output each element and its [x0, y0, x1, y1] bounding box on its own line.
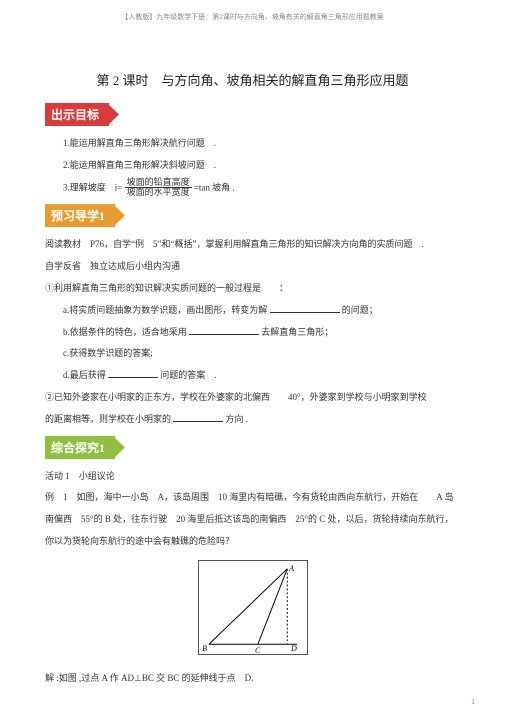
preview-item-c: c.获得数学识题的答案;	[63, 344, 460, 364]
explore-tab: 综合探究1	[45, 436, 115, 459]
blank-a	[270, 303, 340, 313]
explore-tab-label: 综合探究1	[51, 441, 105, 455]
explore-p1: 例 1 如图，海中一小岛 A，该岛周围 10 海里内有暗礁，今有货轮由西向东航行…	[45, 488, 460, 508]
pb-pre: b.依据条件的特色，适合地采用	[63, 327, 187, 337]
explore-p2: 南偏西 55°的 B 处，往东行驶 20 海里后抵达该岛的南偏西 25°的 C …	[45, 510, 460, 530]
pd-post: 问题的答案 .	[160, 370, 216, 380]
preview-item-d: d.最后获得 问题的答案 .	[63, 366, 460, 386]
goal-tab-label: 出示目标	[51, 108, 99, 122]
solution-line: 解 :如图 ,过点 A 作 AD⊥BC 交 BC 的延伸线于点 D.	[45, 669, 460, 689]
slope-fraction: 坡面的铅直高度 坡面的水平宽度	[125, 178, 192, 199]
goal3-prefix: 3.理解坡度 i=	[63, 182, 122, 192]
goal-item-1: 1.能运用解直角三角形解决航行问题 .	[63, 134, 460, 154]
preview-tab: 预习导学1	[45, 204, 115, 227]
pb-post: 去解直角三角形；	[261, 327, 333, 337]
preview-p4b: 的距离相等，则学校在小明家的	[45, 414, 171, 424]
goal3-suffix: =tan 坡角 .	[194, 182, 235, 192]
preview-p2: 自学反省 独立达成后小组内沟通	[45, 257, 460, 277]
svg-text:D: D	[290, 644, 297, 653]
blank-direction	[173, 412, 223, 422]
preview-p3: ①利用解直角三角形的知识解决实质问题的一般过程是 ：	[45, 279, 460, 299]
triangle-figure: A B C D	[45, 560, 460, 657]
preview-p4a: ②已知外婆家在小明家的正东方，学校在外婆家的北偏西 40°，外婆家到学校与小明家…	[45, 388, 460, 408]
svg-text:B: B	[202, 644, 207, 653]
explore-p3: 你以为货轮向东航行的途中会有触礁的危险吗？	[45, 532, 460, 552]
preview-item-a: a.将实质问题抽象为数学识题，画出图形，转变为解 的问题；	[63, 301, 460, 321]
svg-text:A: A	[288, 564, 294, 573]
pd-pre: d.最后获得	[63, 370, 106, 380]
fraction-denominator: 坡面的水平宽度	[125, 188, 192, 198]
page-number: 1	[471, 697, 475, 706]
pa-pre: a.将实质问题抽象为数学识题，画出图形，转变为解	[63, 305, 267, 315]
preview-p1: 阅读教材 P76，自学“例 5”和“概括”，掌握利用解直角三角形的知识解决方向角…	[45, 235, 460, 255]
preview-item-b: b.依据条件的特色，适合地采用 去解直角三角形；	[63, 323, 460, 343]
blank-b	[189, 325, 259, 335]
doc-header: 【人教版】九年级数学下册：第2课时与方向角、坡角有关的解直角三角形应用题教案	[45, 0, 460, 22]
blank-d	[108, 368, 158, 378]
page-title: 第 2 课时 与方向角、坡角相关的解直角三角形应用题	[45, 70, 460, 89]
explore-heading: 活动 1 小组议论	[45, 467, 460, 487]
goal-item-2: 2.能运用解直角三角形解决斜坡问题 .	[63, 156, 460, 176]
goal-item-3: 3.理解坡度 i= 坡面的铅直高度 坡面的水平宽度 =tan 坡角 .	[63, 178, 460, 199]
goal-tab: 出示目标	[45, 103, 109, 126]
pa-post: 的问题；	[342, 305, 378, 315]
preview-p4b-line: 的距离相等，则学校在小明家的 方向 .	[45, 410, 460, 430]
preview-p4c: 方向 .	[226, 414, 249, 424]
preview-tab-label: 预习导学1	[51, 209, 105, 223]
svg-text:C: C	[254, 646, 260, 655]
